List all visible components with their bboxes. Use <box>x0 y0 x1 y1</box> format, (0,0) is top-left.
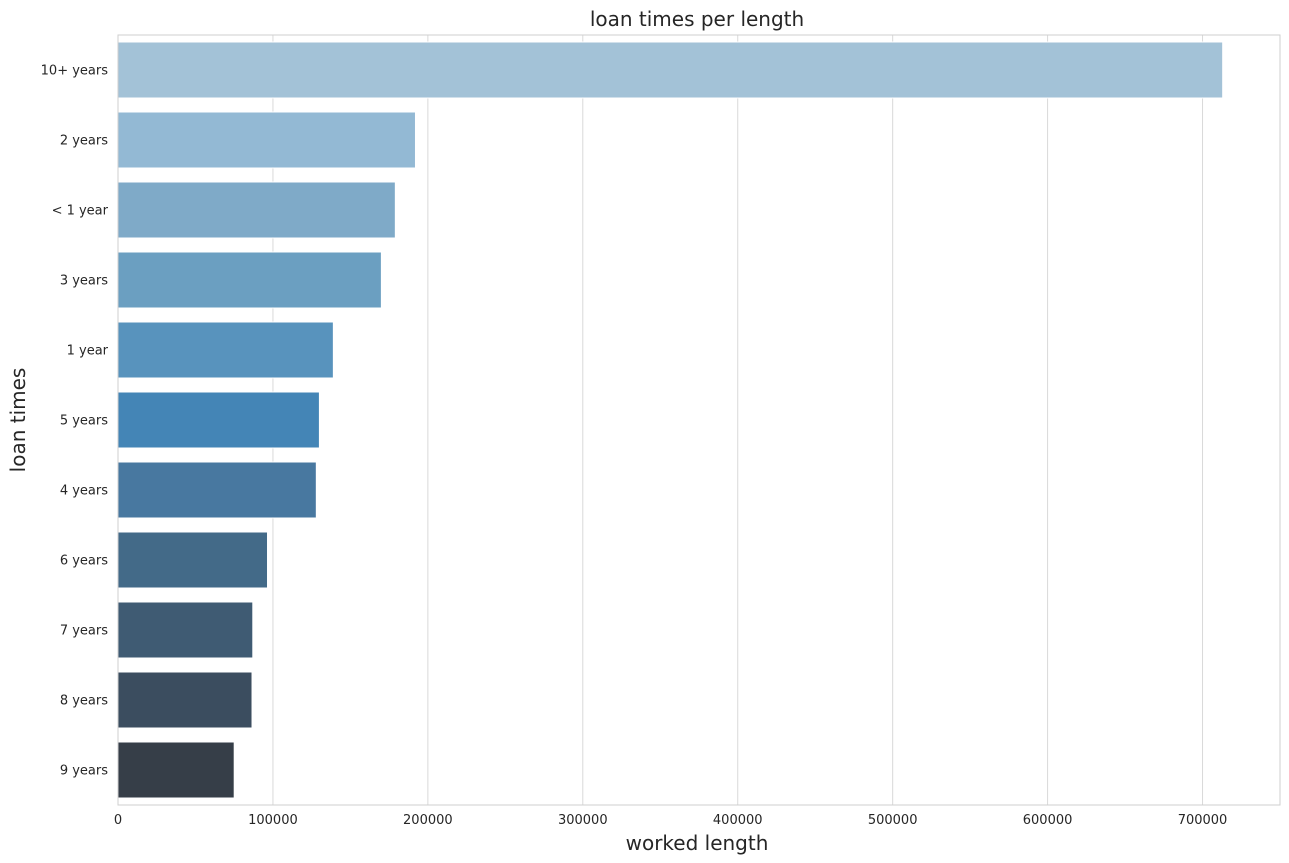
y-tick-labels: 10+ years 2 years < 1 year 3 years 1 year 5 y… <box>41 64 109 779</box>
chart-title: loan times per length <box>590 7 804 31</box>
y-tick-label: 1 year <box>67 344 109 359</box>
bar <box>117 321 334 379</box>
y-tick-label: 9 years <box>60 764 108 779</box>
y-tick-label: 10+ years <box>41 64 109 79</box>
bar <box>117 531 269 589</box>
bar <box>117 391 320 449</box>
bars <box>117 41 1224 799</box>
x-tick-label: 300000 <box>558 813 608 828</box>
y-tick-label: 4 years <box>60 484 108 499</box>
plot-frame <box>117 34 1281 806</box>
y-tick-label: 2 years <box>60 134 108 149</box>
bar <box>117 601 254 659</box>
bar <box>117 111 416 169</box>
x-tick-label: 100000 <box>248 813 298 828</box>
x-tick-label: 600000 <box>1023 813 1073 828</box>
y-tick-label: 7 years <box>60 624 108 639</box>
y-tick-label: 6 years <box>60 554 108 569</box>
bar <box>117 181 396 239</box>
y-tick-label: 8 years <box>60 694 108 709</box>
bar <box>117 251 382 309</box>
x-tick-label: 200000 <box>403 813 453 828</box>
y-axis-label: loan times <box>6 368 30 473</box>
y-tick-label: 3 years <box>60 274 108 289</box>
x-tick-label: 400000 <box>713 813 763 828</box>
x-tick-labels: 0 100000 200000 300000 400000 500000 600000 700… <box>114 813 1227 828</box>
x-axis-label: worked length <box>626 831 769 855</box>
bar <box>117 41 1224 99</box>
y-tick-label: 5 years <box>60 414 108 429</box>
x-tick-label: 500000 <box>868 813 918 828</box>
x-tick-label: 0 <box>114 813 122 828</box>
bar <box>117 741 235 799</box>
bar <box>117 671 253 729</box>
y-tick-label: < 1 year <box>52 204 109 219</box>
bar <box>117 461 317 519</box>
x-tick-label: 700000 <box>1178 813 1228 828</box>
